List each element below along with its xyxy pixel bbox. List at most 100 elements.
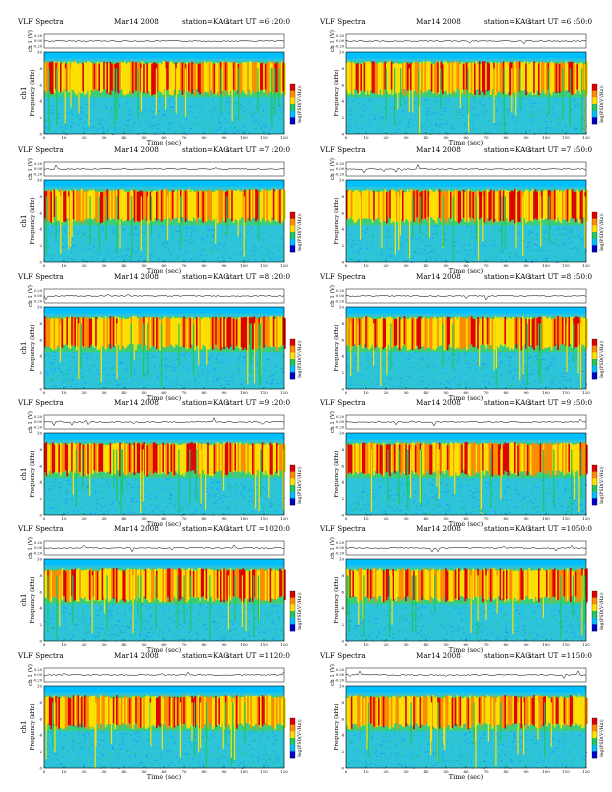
spectro-streak	[282, 62, 285, 92]
spectro-noise-cell	[428, 357, 430, 359]
spectro-noise-cell	[174, 383, 176, 385]
spectro-streak	[350, 317, 353, 350]
spectro-noise-cell	[117, 368, 119, 370]
spectro-noise-cell	[416, 505, 418, 507]
spectro-streak	[228, 316, 230, 349]
spectro-noise-cell	[472, 511, 474, 513]
spectro-noise-cell	[349, 110, 352, 112]
spectro-streak	[352, 62, 355, 95]
spectro-noise-cell	[507, 109, 509, 111]
spectro-noise-cell	[399, 243, 402, 245]
spectro-noise-cell	[362, 490, 364, 492]
spectro-noise-cell	[557, 498, 560, 500]
spectro-noise-cell	[422, 359, 424, 361]
spectro-noise-cell	[547, 365, 549, 367]
spectro-noise-cell	[237, 130, 239, 131]
spectro-noise-cell	[186, 382, 188, 384]
spectro-noise-cell	[98, 383, 100, 385]
spectro-streak	[490, 318, 492, 346]
spectro-noise-cell	[237, 102, 239, 103]
spectro-noise-cell	[531, 481, 534, 483]
spectro-noise-cell	[367, 357, 369, 359]
spectro-noise-cell	[79, 230, 81, 232]
spectro-noise-cell	[421, 510, 424, 512]
spectro-streak	[218, 319, 221, 350]
spectro-streak	[402, 318, 404, 346]
spectro-noise-cell	[461, 486, 463, 487]
spectro-vertical-streak	[539, 323, 542, 384]
spectro-noise-cell	[215, 500, 217, 502]
spectro-vertical-streak	[360, 196, 362, 240]
spectro-noise-cell	[218, 249, 220, 250]
spectro-streak	[474, 318, 476, 347]
spectro-noise-cell	[349, 119, 352, 121]
spectro-vertical-streak	[75, 449, 77, 508]
spectro-streak	[573, 63, 575, 95]
spectro-noise-cell	[231, 231, 234, 233]
spectro-noise-cell	[531, 260, 534, 262]
spectro-noise-cell	[255, 382, 258, 384]
spectro-noise-cell	[93, 364, 95, 366]
spectro-noise-cell	[243, 487, 245, 489]
spectro-streak	[194, 62, 197, 96]
spectro-noise-cell	[96, 244, 98, 246]
spectro-noise-cell	[53, 254, 55, 256]
spectro-noise-cell	[58, 369, 61, 371]
spectro-noise-cell	[228, 380, 230, 382]
spectro-noise-cell	[566, 244, 568, 246]
spectro-noise-cell	[64, 231, 66, 233]
spectro-noise-cell	[186, 369, 188, 371]
spectro-noise-cell	[208, 229, 211, 231]
freq-tick-label: 6	[341, 210, 344, 215]
spectro-streak	[165, 317, 168, 347]
spectro-noise-cell	[269, 127, 272, 129]
spectro-noise-cell	[568, 502, 571, 504]
spectro-noise-cell	[185, 133, 188, 135]
spectro-noise-cell	[190, 235, 192, 237]
spectro-streak	[202, 317, 205, 345]
spectro-noise-cell	[578, 383, 580, 385]
colorbar-segment	[592, 84, 597, 91]
spectro-streak	[50, 318, 53, 349]
spectro-noise-cell	[209, 507, 211, 509]
spectro-streak	[419, 316, 422, 349]
spectro-noise-cell	[540, 110, 542, 112]
spectro-streak	[352, 192, 355, 221]
spectro-noise-cell	[270, 383, 272, 385]
spectro-noise-cell	[491, 492, 493, 494]
colorbar-segment	[592, 97, 597, 105]
spectro-streak	[104, 444, 107, 474]
spectro-noise-cell	[428, 108, 430, 110]
spectro-noise-cell	[585, 383, 588, 385]
spectro-noise-cell	[165, 241, 167, 243]
spectro-noise-cell	[104, 257, 107, 259]
spectro-noise-cell	[387, 257, 390, 259]
spectro-streak	[162, 442, 165, 472]
spectro-noise-cell	[98, 373, 100, 375]
spectro-streak	[106, 62, 109, 94]
spectro-noise-cell	[570, 231, 572, 232]
spectro-noise-cell	[356, 506, 359, 508]
spectro-noise-cell	[531, 491, 533, 493]
spectro-streak	[252, 443, 254, 475]
spectro-streak	[550, 191, 553, 221]
spectro-noise-cell	[574, 366, 577, 367]
spectro-noise-cell	[231, 122, 233, 124]
spectro-streak	[469, 191, 471, 218]
spectro-noise-cell	[102, 110, 104, 112]
spectro-streak	[85, 317, 88, 349]
spectro-noise-cell	[410, 238, 412, 240]
spectro-noise-cell	[171, 110, 174, 112]
spectro-noise-cell	[74, 504, 77, 505]
spectro-noise-cell	[137, 362, 139, 364]
spectro-noise-cell	[252, 115, 254, 117]
ch1-tick-label: 0.00	[336, 167, 345, 171]
spectro-streak	[189, 317, 192, 349]
spectro-noise-cell	[526, 384, 528, 386]
spectro-noise-cell	[207, 371, 209, 373]
spectro-noise-cell	[407, 127, 409, 128]
spectro-noise-cell	[391, 255, 393, 257]
spectro-noise-cell	[445, 504, 448, 506]
spectro-noise-cell	[388, 229, 391, 231]
spectro-streak	[146, 191, 149, 222]
